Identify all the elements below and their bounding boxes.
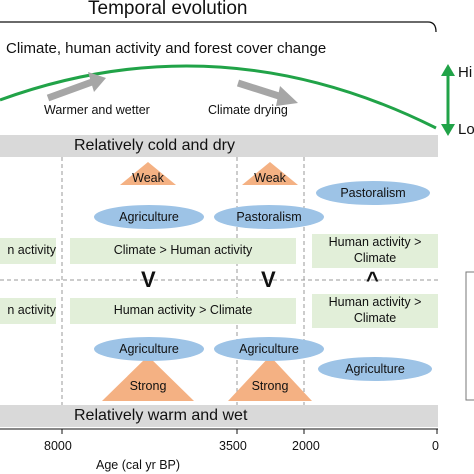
scale-arrow-up bbox=[441, 64, 455, 76]
weak-triangle-2 bbox=[242, 162, 298, 185]
agriculture-ellipse-lower-1: Agriculture bbox=[94, 337, 204, 361]
relation-box-left-upper: n activity bbox=[0, 238, 56, 264]
relation-box-right-lower: Human activity > Climate bbox=[312, 294, 438, 328]
warm-wet-label: Relatively warm and wet bbox=[74, 407, 248, 424]
relation-box-middle-lower: Human activity > Climate bbox=[70, 298, 296, 324]
diagram-title: Temporal evolution bbox=[88, 0, 248, 19]
strong-triangle-1 bbox=[102, 356, 194, 401]
weak-triangle-1 bbox=[120, 162, 176, 185]
warmer-arrow-head bbox=[88, 72, 106, 92]
tick-label-8000: 8000 bbox=[44, 439, 72, 453]
header-graphics bbox=[0, 21, 455, 136]
warmer-wetter-label: Warmer and wetter bbox=[44, 103, 150, 117]
diagram-subtitle: Climate, human activity and forest cover… bbox=[6, 40, 327, 57]
axis-label: Age (cal yr BP) bbox=[96, 458, 181, 472]
tick-label-2000: 2000 bbox=[292, 439, 320, 453]
cold-dry-band: Relatively cold and dry bbox=[0, 135, 438, 157]
strong-label-1: Strong bbox=[129, 379, 167, 393]
agriculture-ellipse-upper: Agriculture bbox=[94, 205, 204, 229]
agriculture-ellipse-lower-3: Agriculture bbox=[318, 357, 432, 381]
drying-arrow-shaft bbox=[236, 79, 284, 101]
strong-label-2: Strong bbox=[251, 379, 289, 393]
tick-label-3500: 3500 bbox=[219, 439, 247, 453]
strong-triangle-2 bbox=[228, 356, 312, 401]
right-bracket bbox=[465, 271, 474, 401]
pastoralism-ellipse-right: Pastoralism bbox=[316, 181, 430, 205]
time-axis bbox=[0, 428, 438, 434]
scale-arrow-down bbox=[441, 124, 455, 136]
weak-label-1: Weak bbox=[132, 171, 164, 185]
low-label: Lo bbox=[458, 121, 474, 138]
forest-cover-curve bbox=[0, 64, 437, 130]
relation-box-right-upper: Human activity > Climate bbox=[312, 234, 438, 268]
title-bracket bbox=[0, 21, 437, 33]
relation-box-left-lower: n activity bbox=[0, 298, 56, 324]
warm-wet-band: Relatively warm and wet bbox=[0, 405, 438, 427]
climate-drying-label: Climate drying bbox=[208, 103, 288, 117]
cold-dry-label: Relatively cold and dry bbox=[74, 137, 235, 154]
comparator-2: V bbox=[261, 267, 276, 292]
drying-arrow-head bbox=[276, 86, 298, 106]
tick-label-0: 0 bbox=[432, 439, 439, 453]
warmer-arrow-shaft bbox=[46, 78, 94, 102]
comparator-3: ^ bbox=[366, 267, 379, 292]
pastoralism-ellipse-middle: Pastoralism bbox=[214, 205, 324, 229]
relation-box-middle-upper: Climate > Human activity bbox=[70, 238, 296, 264]
high-label: Hi bbox=[458, 64, 473, 81]
comparator-1: V bbox=[141, 267, 156, 292]
weak-label-2: Weak bbox=[254, 171, 286, 185]
agriculture-ellipse-lower-2: Agriculture bbox=[214, 337, 324, 361]
